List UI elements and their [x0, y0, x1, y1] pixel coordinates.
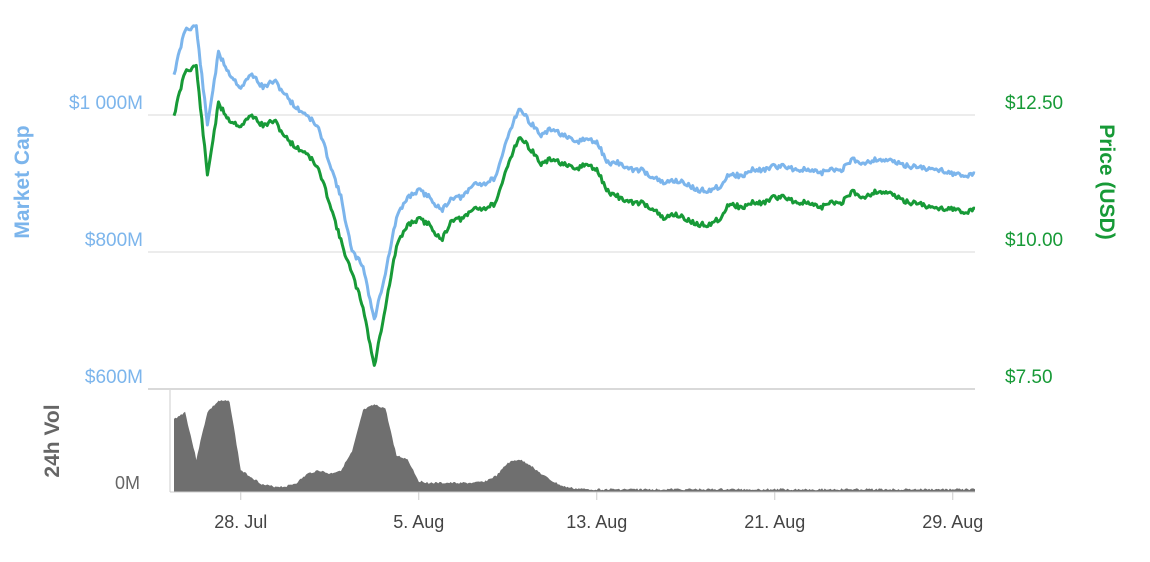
market-cap-axis-title: Market Cap	[11, 125, 34, 238]
date-axis-ticks: 28. Jul 5. Aug 13. Aug 21. Aug 29. Aug	[214, 492, 983, 532]
price-tick-label: $10.00	[1005, 230, 1063, 251]
market-cap-tick-label: $800M	[85, 230, 143, 251]
price-tick-label: $12.50	[1005, 93, 1063, 114]
volume-area	[174, 400, 975, 492]
date-tick-label: 28. Jul	[214, 512, 267, 532]
date-tick-label: 29. Aug	[922, 512, 983, 532]
date-tick-label: 13. Aug	[566, 512, 627, 532]
price-axis-ticks: $7.50 $10.00 $12.50	[1005, 93, 1063, 388]
volume-axis-title: 24h Vol	[41, 404, 64, 477]
grid-lines	[148, 114, 975, 390]
date-tick-label: 21. Aug	[744, 512, 805, 532]
price-axis-title: Price (USD)	[1095, 124, 1118, 240]
date-tick-label: 5. Aug	[393, 512, 444, 532]
market-cap-series-line	[172, 24, 976, 321]
price-tick-label: $7.50	[1005, 367, 1053, 388]
price-series-line	[172, 63, 976, 367]
market-cap-tick-label: $1 000M	[69, 93, 143, 114]
market-cap-tick-label: $600M	[85, 367, 143, 388]
market-cap-axis-ticks: $600M $800M $1 000M	[69, 93, 143, 388]
volume-tick-label: 0M	[115, 473, 140, 493]
